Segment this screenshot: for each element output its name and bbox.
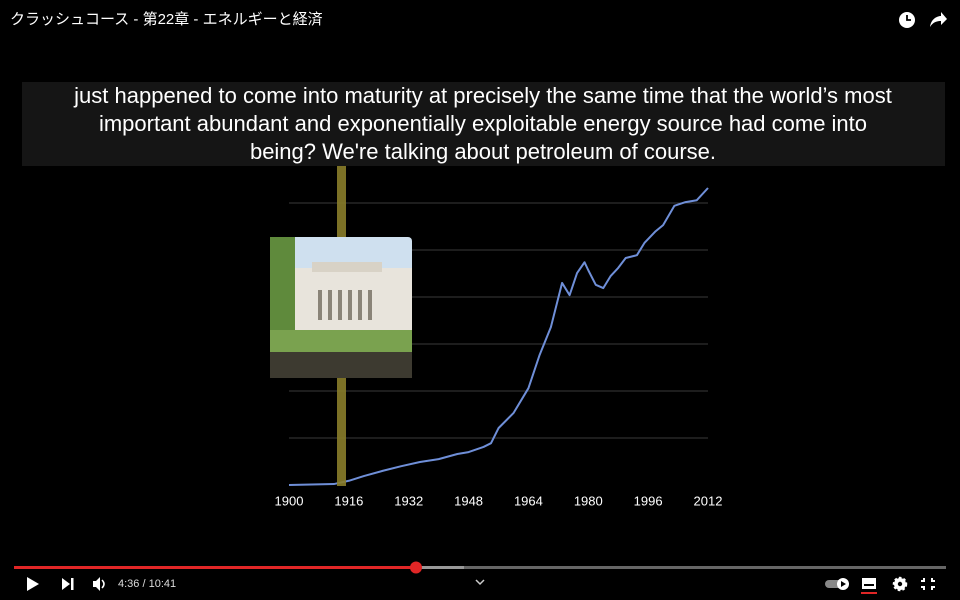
x-tick-label: 1964 (514, 493, 543, 508)
data-line (288, 187, 709, 486)
progress-played (14, 566, 416, 569)
x-tick-label: 2012 (694, 493, 723, 508)
autoplay-toggle[interactable] (825, 578, 849, 590)
scrubber[interactable] (410, 561, 422, 574)
chart: 1900 1916 1932 1948 1964 1980 1996 2012 (275, 187, 723, 508)
next-button[interactable] (62, 578, 74, 590)
expand-chevron[interactable] (475, 579, 485, 586)
x-tick-label: 1932 (394, 493, 423, 508)
x-tick-label: 1980 (574, 493, 603, 508)
settings-button[interactable] (892, 576, 908, 592)
share[interactable] (930, 12, 947, 27)
photo (270, 237, 412, 378)
x-tick-label: 1900 (275, 493, 304, 508)
caption-line: being? We're talking about petroleum of … (250, 139, 716, 164)
time-display: 4:36 / 10:41 (118, 578, 176, 590)
progress-track[interactable] (14, 566, 946, 569)
watch-later[interactable] (899, 12, 915, 28)
subtitles-button[interactable] (861, 578, 877, 594)
x-tick-label: 1948 (454, 493, 483, 508)
caption-line: just happened to come into maturity at p… (73, 83, 892, 108)
caption-line: important abundant and exponentially exp… (99, 111, 867, 136)
video-title: クラッシュコース - 第22章 - エネルギーと経済 (10, 10, 323, 28)
play-button[interactable] (27, 577, 39, 591)
exit-fullscreen[interactable] (921, 578, 935, 590)
caption-box (22, 82, 945, 166)
volume-button[interactable] (93, 577, 105, 591)
x-tick-label: 1916 (334, 493, 363, 508)
x-tick-label: 1996 (634, 493, 663, 508)
